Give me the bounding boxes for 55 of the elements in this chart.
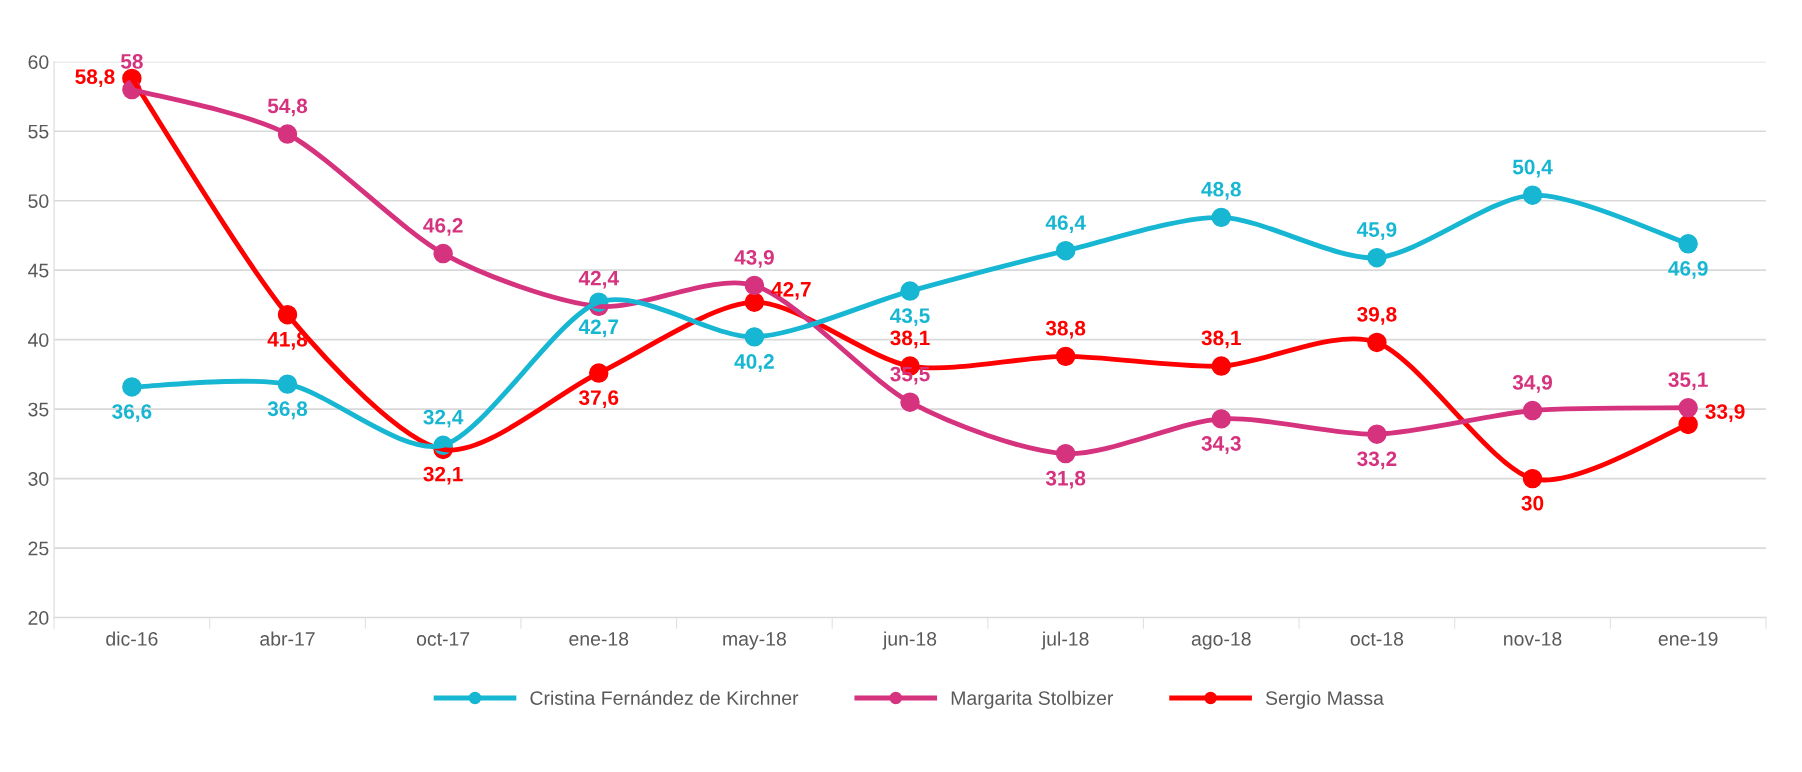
data-label: 32,1 xyxy=(423,466,463,485)
data-label: 46,9 xyxy=(1668,261,1708,279)
data-label: 37,6 xyxy=(578,390,619,409)
data-label: 46,2 xyxy=(423,217,463,236)
data-label: 45,9 xyxy=(1356,222,1397,240)
data-label: 38,8 xyxy=(1045,320,1086,339)
data-label: 36,6 xyxy=(112,404,152,422)
data-label: 40,2 xyxy=(734,354,774,372)
y-tick-label: 25 xyxy=(28,541,49,556)
x-tick-label: nov-18 xyxy=(1504,632,1562,646)
y-tick-label: 45 xyxy=(28,263,49,278)
data-label: 43,5 xyxy=(890,308,930,327)
data-label: 50,4 xyxy=(1512,159,1553,178)
data-label: 34,9 xyxy=(1512,375,1553,393)
x-tick-label: ene-19 xyxy=(1658,632,1718,646)
data-label: 33,9 xyxy=(1705,404,1745,422)
y-tick-label: 40 xyxy=(28,333,49,347)
legend-label: Margarita Stolbizer xyxy=(951,690,1114,709)
data-label: 30 xyxy=(1521,495,1544,511)
data-label: 43,9 xyxy=(734,249,774,268)
data-label: 31,8 xyxy=(1045,470,1086,489)
y-tick-label: 30 xyxy=(28,472,49,486)
y-tick-label: 60 xyxy=(28,55,49,69)
data-label: 34,3 xyxy=(1201,436,1241,454)
x-tick-label: dic-16 xyxy=(106,631,158,646)
y-tick-label: 50 xyxy=(28,194,49,208)
data-label: 33,2 xyxy=(1357,451,1397,470)
x-tick-label: ene-18 xyxy=(569,632,629,646)
data-label: 48,8 xyxy=(1201,181,1241,200)
y-tick-label: 20 xyxy=(28,611,49,625)
legend-label: Sergio Massa xyxy=(1265,690,1384,709)
x-tick-label: abr-17 xyxy=(260,631,315,646)
data-label: 36,8 xyxy=(267,401,308,420)
legend-label: Cristina Fernández de Kirchner xyxy=(530,690,799,705)
data-label: 42,7 xyxy=(771,281,811,300)
data-label: 42,7 xyxy=(578,319,619,338)
data-label: 32,4 xyxy=(423,409,464,428)
x-tick-label: oct-17 xyxy=(416,632,470,646)
x-tick-label: oct-18 xyxy=(1350,632,1404,646)
data-label: 58,8 xyxy=(75,69,115,88)
data-label: 54,8 xyxy=(267,98,308,117)
y-tick-label: 35 xyxy=(28,402,49,417)
data-label: 35,5 xyxy=(890,366,930,385)
data-label: 35,1 xyxy=(1668,372,1708,391)
x-tick-label: jul-18 xyxy=(1041,631,1089,650)
data-label: 58 xyxy=(120,54,143,69)
data-label: 42,4 xyxy=(578,270,619,289)
data-label: 46,4 xyxy=(1045,215,1086,233)
x-tick-label: jun-18 xyxy=(882,631,937,650)
data-label: 38,1 xyxy=(890,330,930,349)
y-tick-label: 55 xyxy=(28,124,49,139)
data-label: 39,8 xyxy=(1357,306,1397,325)
data-label: 38,1 xyxy=(1201,330,1241,349)
x-tick-label: ago-18 xyxy=(1191,632,1251,650)
x-tick-label: may-18 xyxy=(723,632,786,650)
